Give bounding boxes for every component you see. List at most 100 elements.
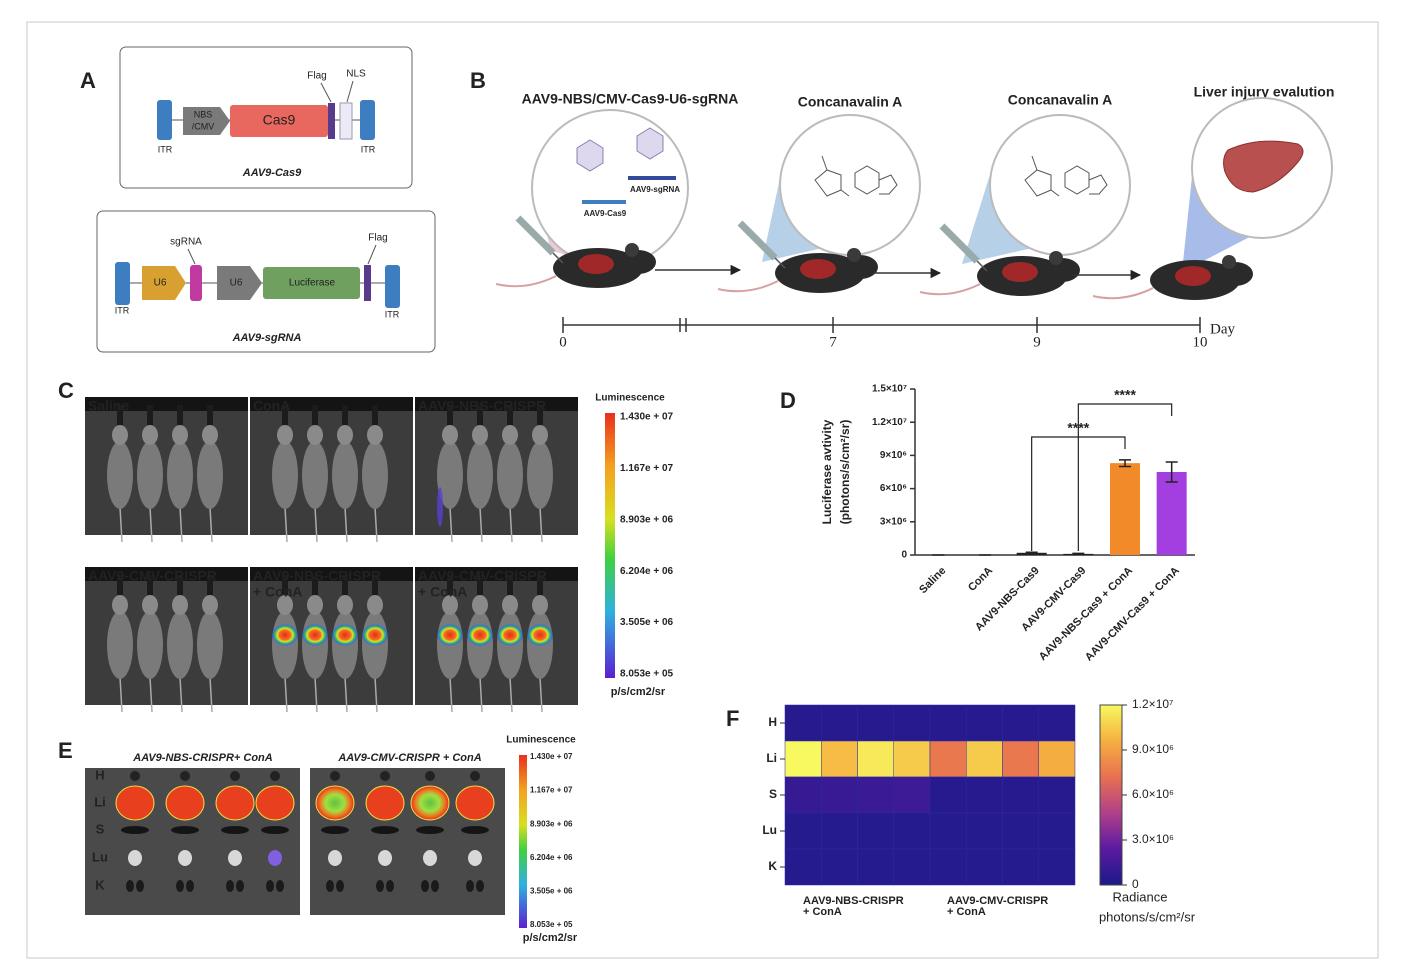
mouse-head	[337, 595, 353, 615]
mouse-liver	[1175, 266, 1211, 286]
organ-label: Li	[94, 794, 106, 809]
group-label: + ConA	[418, 584, 467, 600]
luminescence-signal	[302, 624, 328, 646]
syringe-needle	[774, 257, 786, 269]
vector-label: AAV9-sgRNA	[630, 185, 680, 194]
mouse-tail	[284, 506, 288, 543]
mouse-head	[502, 595, 518, 615]
mouse-body	[107, 441, 133, 509]
illustration-circle	[779, 114, 921, 256]
organ-kidney	[386, 880, 394, 892]
row-label: Lu	[762, 823, 777, 837]
colorbar-title: Luminescence	[506, 735, 576, 746]
promoter-label: U6	[230, 278, 243, 289]
pointer	[320, 82, 332, 103]
mouse-body	[272, 441, 298, 509]
mouse-ear	[847, 248, 861, 262]
heatmap-cell	[784, 704, 822, 742]
colorbar-tick-label: 1.430e + 07	[620, 412, 674, 423]
y-axis-label: (photons/s/cm²/sr)	[838, 420, 852, 525]
group-label: AAV9-NBS-CRISPR+ ConA	[132, 752, 273, 764]
day-label: 9	[1033, 334, 1041, 350]
liver-icon	[1223, 140, 1304, 193]
mouse-tail	[539, 676, 543, 713]
colorbar-unit: p/s/cm2/sr	[611, 686, 666, 698]
mouse-head	[367, 595, 383, 615]
organ-heart	[270, 771, 280, 781]
mouse-tail	[449, 676, 453, 713]
holder-clip	[342, 405, 348, 425]
heatmap-cell	[857, 740, 894, 778]
mouse-tail	[314, 506, 318, 543]
nls	[339, 102, 353, 140]
panel-label: A	[80, 68, 96, 93]
panel-label: F	[726, 706, 739, 731]
y-tick-label: 1.2×10⁷	[872, 417, 907, 428]
holder-clip	[117, 575, 123, 595]
heatmap-cell	[1038, 704, 1076, 742]
group-label: + ConA	[803, 906, 842, 918]
holder-clip	[117, 405, 123, 425]
mouse-body	[197, 611, 223, 679]
heatmap-cell	[893, 740, 931, 778]
colorbar-title: Luminescence	[595, 393, 665, 404]
flag	[364, 265, 371, 301]
gene-label: Luciferase	[289, 278, 336, 289]
organ-kidney	[176, 880, 184, 892]
organ-label: S	[96, 821, 105, 836]
heatmap-cell	[1002, 848, 1039, 886]
organ-spleen	[121, 826, 149, 834]
sgrna	[190, 265, 202, 301]
mouse-tail	[479, 506, 483, 543]
mouse-ear	[1222, 255, 1236, 269]
organ-label: K	[95, 877, 105, 892]
mouse-head	[307, 595, 323, 615]
mouse-head	[337, 425, 353, 445]
heatmap-cell	[966, 848, 1003, 886]
mouse-tail	[149, 506, 153, 543]
vector-bar	[582, 200, 626, 204]
group-label: + ConA	[253, 584, 302, 600]
error-bar	[1165, 461, 1178, 483]
colorbar	[1099, 704, 1123, 886]
panel-label: D	[780, 388, 796, 413]
organ-liver	[410, 785, 450, 821]
holder-clip	[177, 405, 183, 425]
promoter-label: /CMV	[192, 121, 215, 131]
promoter-label: U6	[154, 278, 167, 289]
colorbar-tick-label: 9.0×10⁶	[1132, 742, 1174, 756]
row-label: S	[769, 787, 777, 801]
heatmap-cell	[893, 776, 931, 814]
colorbar-tick-label: 8.053e + 05	[530, 920, 573, 929]
itr-label: ITR	[115, 305, 130, 315]
organ-heart	[470, 771, 480, 781]
vector-bar	[628, 176, 676, 180]
holder-clip	[282, 575, 288, 595]
mouse-tail	[209, 676, 213, 713]
mouse-tail	[149, 676, 153, 713]
row-label: Li	[766, 751, 777, 765]
mouse-body	[437, 441, 463, 509]
organ-kidney	[421, 880, 429, 892]
construct-name: AAV9-sgRNA	[232, 332, 302, 344]
heatmap-cell	[966, 704, 1003, 742]
mouse-body	[467, 441, 493, 509]
mouse-tail	[119, 676, 123, 713]
group-label: AAV9-NBS-CRISPR	[253, 568, 381, 584]
mouse-head	[532, 425, 548, 445]
luminescence-signal	[272, 624, 298, 646]
syringe	[939, 223, 980, 264]
organ-heart	[380, 771, 390, 781]
bar	[1110, 463, 1140, 555]
day-label: 0	[559, 334, 567, 350]
holder-clip	[537, 405, 543, 425]
colorbar-tick-label: 1.2×10⁷	[1132, 697, 1173, 711]
mouse-ear	[1049, 251, 1063, 265]
pointer	[367, 244, 377, 265]
colorbar-tick-label: 1.167e + 07	[620, 463, 674, 474]
mouse-tail	[449, 506, 453, 543]
colorbar-label: photons/s/cm²/sr	[1099, 909, 1196, 924]
organ-heart	[230, 771, 240, 781]
mouse-tail	[1092, 287, 1154, 300]
mouse-tail	[179, 676, 183, 713]
